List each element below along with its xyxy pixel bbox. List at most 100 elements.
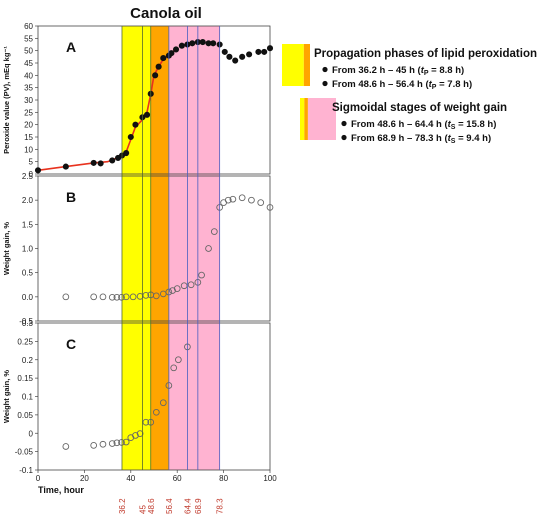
y-tick-label: 50: [24, 47, 33, 56]
data-point: [90, 159, 97, 166]
data-point: [261, 48, 268, 55]
data-point: [122, 293, 130, 301]
y-tick-label: 1.5: [22, 220, 34, 229]
data-point: [108, 293, 116, 301]
data-point: [221, 48, 228, 55]
data-point: [118, 293, 125, 301]
legend-item: From 68.9 h – 78.3 h (tS = 9.4 h): [351, 133, 491, 145]
data-point: [172, 46, 180, 53]
data-point: [173, 285, 181, 292]
highlight-tick-label: 36.2: [118, 498, 127, 514]
y-tick-label: 0.5: [22, 269, 34, 278]
legend-item-tail: = 7.8 h): [436, 79, 472, 90]
data-point: [159, 399, 167, 407]
y-tick-label: 10: [24, 145, 33, 154]
legend-item-tail: = 8.8 h): [429, 65, 465, 76]
data-point: [142, 418, 150, 426]
legend-item-text: From 48.6 h – 64.4 h (: [351, 119, 448, 130]
y-axis-label: Weight gain, %: [2, 222, 11, 276]
data-point: [159, 290, 167, 298]
data-point: [224, 196, 232, 204]
data-point: [113, 293, 121, 301]
data-point: [257, 199, 265, 206]
y-tick-label: -0.5: [19, 317, 33, 326]
data-point: [246, 51, 253, 58]
y-tick-label: 15: [24, 133, 33, 142]
data-point: [266, 204, 274, 211]
x-tick-label: 60: [173, 474, 182, 483]
legend-item-subscript: S: [451, 124, 456, 131]
panel-letter: B: [66, 189, 76, 205]
highlight-tick-label: 56.4: [165, 498, 174, 514]
y-tick-label: 35: [24, 84, 33, 93]
y-tick-label: 60: [24, 22, 33, 31]
swatch-orange: [304, 98, 308, 140]
legend-swatch-sigmoidal: [300, 98, 336, 140]
shaded-regions: [121, 26, 220, 470]
highlight-lines: [121, 26, 221, 470]
shaded-region-2: [150, 26, 169, 470]
y-tick-label: 2.0: [22, 196, 34, 205]
legend-item-symbol: t: [448, 119, 452, 130]
data-point: [97, 160, 104, 167]
legend-item-text: From 36.2 h – 45 h (: [332, 65, 422, 76]
chart-panels: 0 5 10 15 20 25 30 35 40 45 50 55 60 A Peroxide value …: [2, 22, 274, 475]
y-tick-label: 0: [29, 170, 34, 179]
data-point: [62, 293, 70, 301]
highlight-tick-label: 68.9: [194, 498, 203, 514]
highlight-tick-label: 78.3: [216, 498, 225, 514]
data-point: [232, 57, 239, 64]
legend-item: From 48.6 h – 56.4 h (tP = 7.8 h): [332, 79, 472, 91]
data-point: [152, 72, 159, 79]
panel-c: -0.1 -0.05 0 0.05 0.1 0.15 0.2 0.25 0.3 C Weight g…: [2, 319, 271, 475]
data-point: [99, 293, 107, 301]
chart-title: Canola oil: [130, 5, 202, 22]
data-point: [229, 195, 237, 203]
legend-item-symbol: t: [429, 79, 433, 90]
legend-item: From 36.2 h – 45 h (tP = 8.8 h): [332, 65, 464, 77]
x-tick-label: 100: [263, 474, 277, 483]
y-tick-label: 0.0: [22, 293, 34, 302]
data-point: [142, 292, 150, 299]
highlight-tick-label: 64.4: [183, 498, 192, 514]
data-point: [187, 281, 195, 289]
data-point: [155, 63, 162, 70]
x-tick-label: 20: [80, 474, 89, 483]
swatch-orange: [303, 44, 310, 86]
y-tick-label: 2.5: [22, 172, 34, 181]
data-point: [255, 48, 262, 55]
data-point: [178, 42, 185, 49]
panel-b: -0.5 0.0 0.5 1.0 1.5 2.0 2.5 B Weight gain, %: [2, 172, 274, 326]
y-tick-label: 55: [24, 34, 33, 43]
legend-item-tail: = 9.4 h): [455, 133, 491, 144]
data-point: [127, 133, 134, 141]
data-point: [198, 271, 205, 279]
data-point: [175, 356, 182, 364]
data-point: [113, 439, 121, 447]
y-tick-label: 1.0: [22, 245, 34, 254]
data-point: [205, 245, 212, 252]
y-tick-label: 0.2: [22, 356, 34, 365]
legend-item: From 48.6 h – 64.4 h (tS = 15.8 h): [351, 119, 496, 131]
shaded-region-0: [121, 26, 143, 470]
legend-heading-sigmoidal: Sigmoidal stages of weight gain: [332, 102, 507, 114]
data-point: [34, 167, 42, 174]
data-point: [62, 443, 70, 450]
highlight-tick-label: 48.6: [147, 498, 156, 514]
panel-a: 0 5 10 15 20 25 30 35 40 45 50 55 60 A Peroxide value …: [2, 22, 274, 179]
y-axis-label: Weight gain, %: [2, 370, 11, 424]
data-point: [143, 111, 151, 118]
data-point: [122, 438, 130, 446]
y-tick-label: 20: [24, 121, 33, 130]
data-point: [129, 293, 137, 301]
data-point: [199, 38, 206, 46]
swatch-yellow: [300, 98, 305, 140]
x-tick-label: 40: [126, 474, 135, 483]
y-tick-label: 0.15: [17, 374, 33, 383]
data-point: [189, 40, 196, 47]
legend-bullet: [322, 80, 328, 87]
data-point: [168, 50, 175, 57]
legend: Propagation phases of lipid peroxidation…: [282, 44, 537, 145]
y-tick-label: 0: [29, 429, 34, 438]
